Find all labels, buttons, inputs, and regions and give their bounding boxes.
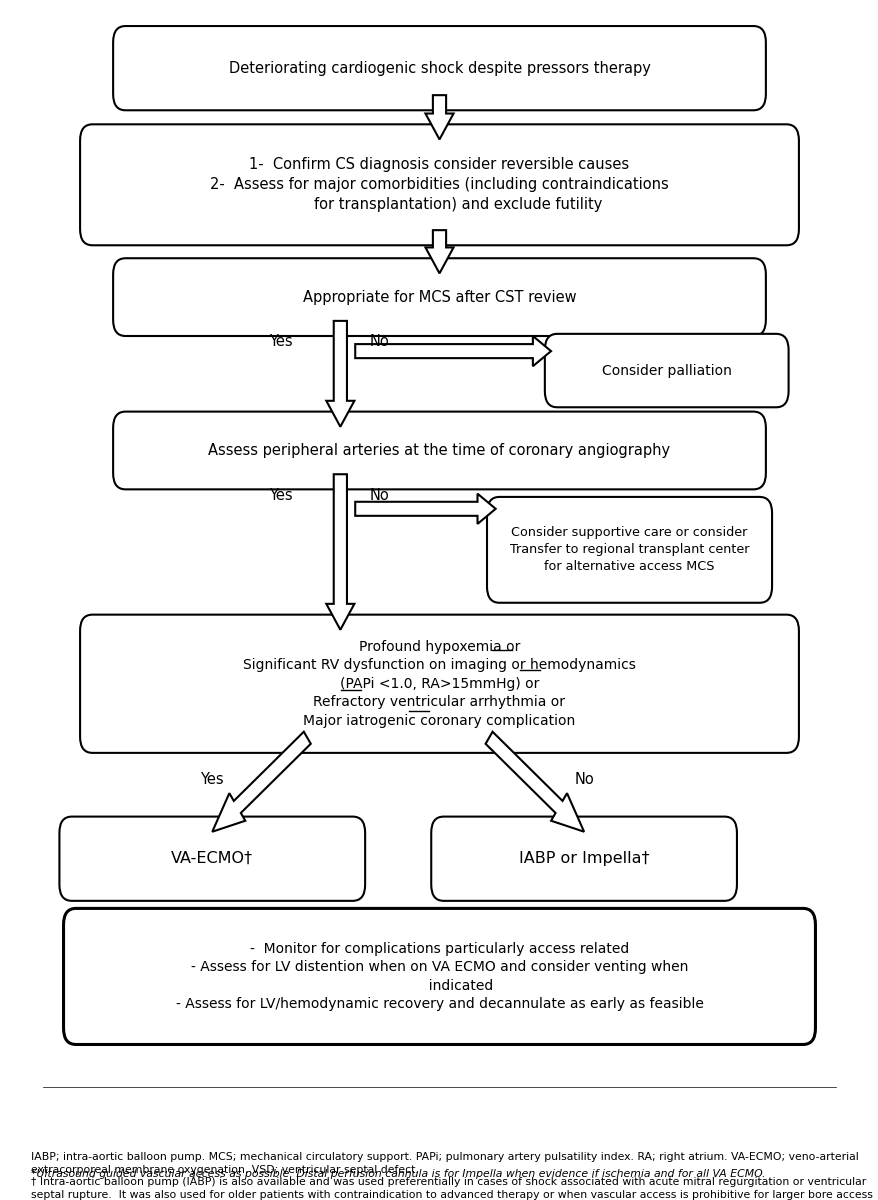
Text: IABP or Impella†: IABP or Impella†: [518, 851, 649, 866]
Text: No: No: [573, 773, 594, 787]
Text: Consider supportive care or consider
Transfer to regional transplant center
for : Consider supportive care or consider Tra…: [509, 527, 748, 574]
FancyBboxPatch shape: [60, 817, 364, 901]
Text: Yes: Yes: [269, 488, 292, 503]
Polygon shape: [425, 95, 453, 139]
Text: IABP; intra-aortic balloon pump. MCS; mechanical circulatory support. PAPi; pulm: IABP; intra-aortic balloon pump. MCS; me…: [31, 1152, 858, 1175]
FancyBboxPatch shape: [544, 334, 788, 407]
Polygon shape: [326, 474, 354, 630]
Text: Consider palliation: Consider palliation: [601, 364, 730, 378]
FancyBboxPatch shape: [431, 817, 736, 901]
Polygon shape: [326, 320, 354, 427]
Text: No: No: [369, 334, 389, 349]
FancyBboxPatch shape: [113, 26, 765, 110]
FancyBboxPatch shape: [113, 412, 765, 490]
Polygon shape: [212, 732, 311, 832]
Text: Deteriorating cardiogenic shock despite pressors therapy: Deteriorating cardiogenic shock despite …: [228, 61, 650, 76]
Text: † Intra-aortic balloon pump (IABP) is also available and was used preferentially: † Intra-aortic balloon pump (IABP) is al…: [31, 1177, 872, 1200]
FancyBboxPatch shape: [113, 258, 765, 336]
Text: Assess peripheral arteries at the time of coronary angiography: Assess peripheral arteries at the time o…: [208, 443, 670, 458]
Text: 1-  Confirm CS diagnosis consider reversible causes
2-  Assess for major comorbi: 1- Confirm CS diagnosis consider reversi…: [210, 157, 668, 212]
Text: Yes: Yes: [269, 334, 292, 349]
Polygon shape: [355, 493, 495, 524]
Text: No: No: [369, 488, 389, 503]
FancyBboxPatch shape: [63, 908, 815, 1044]
Polygon shape: [485, 732, 583, 832]
Polygon shape: [425, 230, 453, 274]
Text: -  Monitor for complications particularly access related
- Assess for LV distent: - Monitor for complications particularly…: [176, 942, 702, 1012]
Text: Profound hypoxemia or
Significant RV dysfunction on imaging or hemodynamics
(PAP: Profound hypoxemia or Significant RV dys…: [243, 640, 635, 727]
Text: *Ultrasound guided vascular access as possible. Distal perfusion cannula is for : *Ultrasound guided vascular access as po…: [31, 1169, 765, 1178]
FancyBboxPatch shape: [486, 497, 771, 602]
Text: Yes: Yes: [200, 773, 224, 787]
Text: Appropriate for MCS after CST review: Appropriate for MCS after CST review: [302, 289, 576, 305]
Text: VA-ECMO†: VA-ECMO†: [171, 851, 253, 866]
FancyBboxPatch shape: [80, 614, 798, 752]
FancyBboxPatch shape: [80, 125, 798, 245]
Polygon shape: [355, 336, 551, 366]
